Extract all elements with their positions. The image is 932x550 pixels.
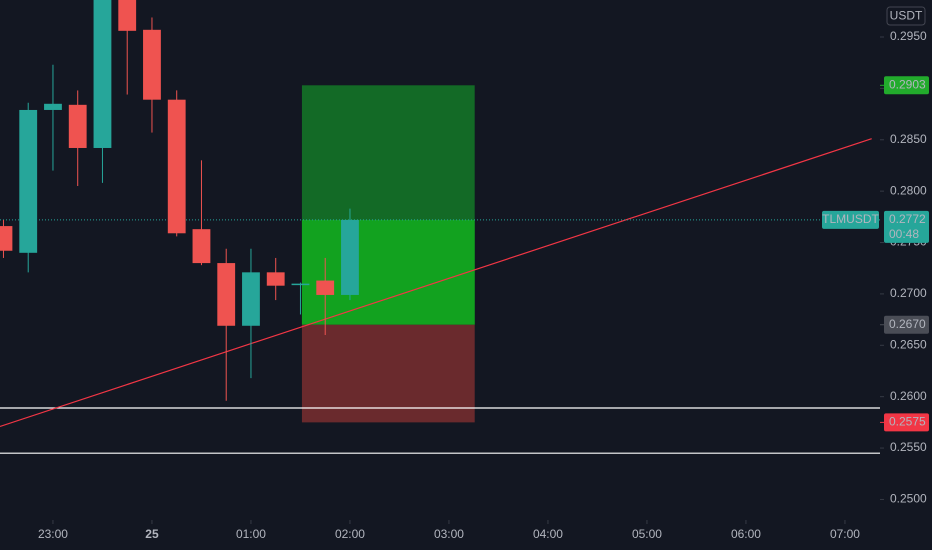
x-tick-label: 04:00 [533, 527, 563, 541]
last-price-box [884, 210, 929, 243]
y-tick-label: 0.2550 [890, 440, 927, 454]
x-tick-label: 06:00 [731, 527, 761, 541]
currency-label: USDT [890, 9, 923, 23]
candle-body [19, 109, 38, 253]
y-tick-label: 0.2650 [890, 337, 927, 351]
target-price-label: 0.2903 [889, 77, 926, 91]
y-tick-label: 0.2950 [890, 29, 927, 43]
symbol-label: TLMUSDT [822, 212, 879, 226]
y-tick-label: 0.2600 [890, 389, 927, 403]
currency-box [886, 6, 926, 26]
stop-zone [301, 324, 475, 423]
candle-body [192, 229, 211, 264]
stop-price-box [884, 413, 929, 432]
candle-body [0, 226, 13, 251]
y-tick-label: 0.2700 [890, 286, 927, 300]
symbol-box [822, 210, 879, 229]
candle-body [93, 0, 112, 148]
y-tick-label: 0.2500 [890, 492, 927, 506]
plot-area [0, 0, 880, 454]
countdown-label: 00:48 [889, 227, 919, 241]
stop-price-label: 0.2575 [889, 415, 926, 429]
candle-body [167, 99, 186, 234]
profit-zone [301, 219, 475, 325]
x-tick-label: 02:00 [335, 527, 365, 541]
candle-body [316, 280, 335, 295]
y-tick-label: 0.2800 [890, 183, 927, 197]
entry-price-label: 0.2670 [889, 317, 926, 331]
x-tick-label: 03:00 [434, 527, 464, 541]
last-price-label: 0.2772 [889, 212, 926, 226]
candle-body [242, 272, 260, 326]
y-tick-label: 0.2850 [890, 132, 927, 146]
x-tick-label: 05:00 [632, 527, 662, 541]
target-price-box [884, 76, 929, 95]
x-tick-label: 23:00 [38, 527, 68, 541]
x-tick-label: 07:00 [830, 527, 860, 541]
trend-line [0, 138, 872, 428]
x-tick-label: 25 [145, 527, 159, 541]
entry-price-box [884, 315, 929, 334]
candle-body [291, 283, 310, 286]
x-tick-label: 01:00 [236, 527, 266, 541]
candle-body [68, 104, 87, 148]
candle-body [143, 29, 161, 100]
candle-body [44, 103, 62, 110]
candle-body [341, 219, 359, 295]
candle-body [217, 263, 236, 326]
candle-body [266, 272, 285, 286]
axes: 0.25000.25500.26000.26500.27000.27500.28… [38, 6, 929, 541]
candle-body [118, 0, 137, 31]
